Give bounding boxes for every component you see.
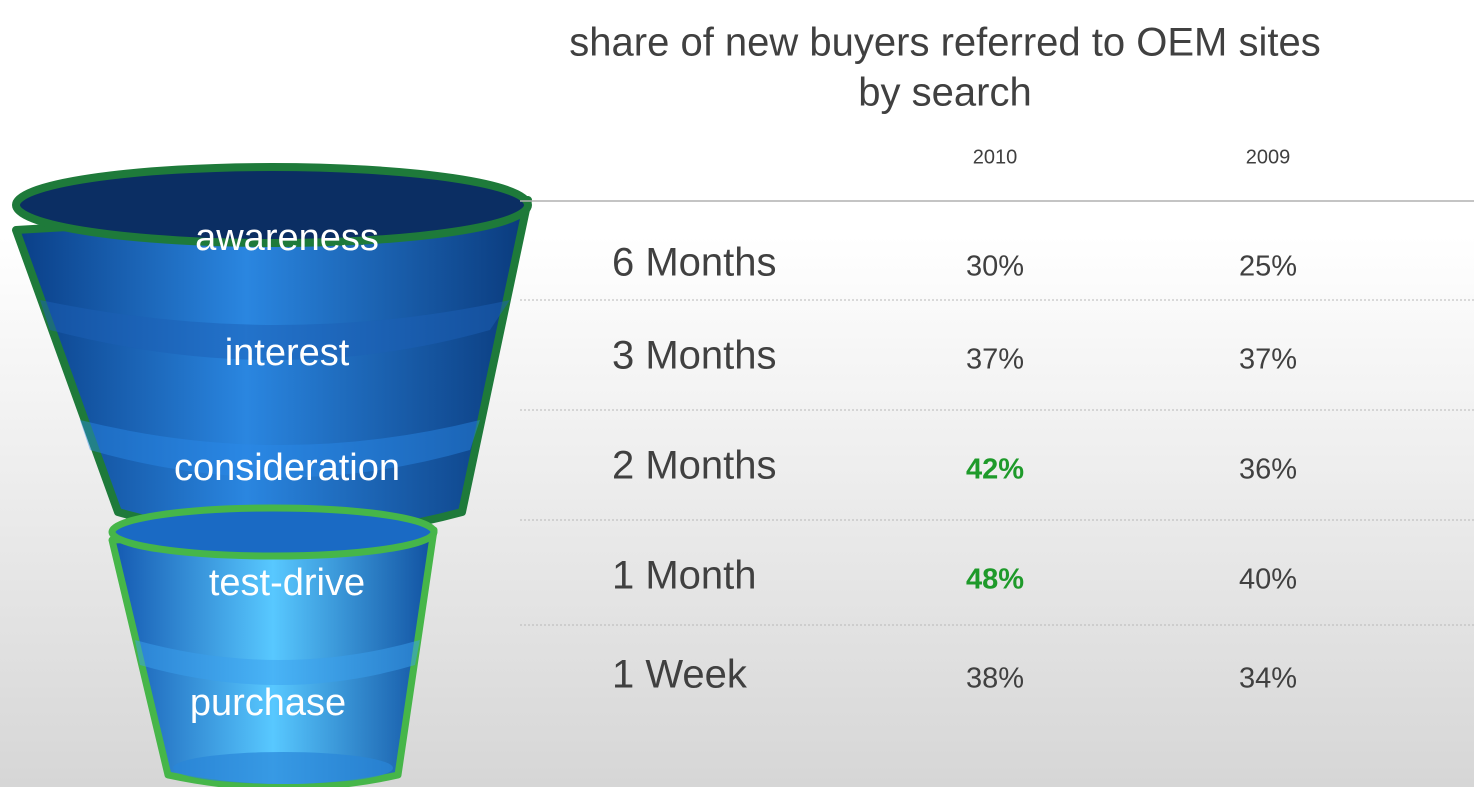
cell-value: 37% — [966, 344, 1024, 376]
column-header: 2010 — [973, 146, 1018, 168]
cell-value: 40% — [1239, 564, 1297, 596]
row-period: 3 Months — [612, 334, 777, 378]
page: {"title": {"lines": ["share of new buyer… — [0, 0, 1474, 787]
cell-value: 38% — [966, 663, 1024, 695]
funnel-stage-label: awareness — [195, 217, 379, 259]
funnel-stage-label: purchase — [190, 682, 346, 724]
funnel-stage-label: interest — [225, 332, 350, 374]
cell-value: 36% — [1239, 454, 1297, 486]
cell-value: 42% — [966, 454, 1024, 486]
row-period: 1 Week — [612, 653, 748, 697]
cell-value: 48% — [966, 564, 1024, 596]
title: share of new buyers referred to OEM site… — [569, 21, 1320, 65]
cell-value: 34% — [1239, 663, 1297, 695]
funnel-stage-label: consideration — [174, 447, 400, 489]
funnel-bottom — [112, 508, 434, 787]
row-period: 6 Months — [612, 241, 777, 285]
row-period: 2 Months — [612, 444, 777, 488]
row-period: 1 Month — [612, 554, 757, 598]
funnel-stage-label: test-drive — [209, 562, 365, 604]
title: by search — [858, 71, 1031, 115]
cell-value: 25% — [1239, 251, 1297, 283]
slide: share of new buyers referred to OEM site… — [0, 0, 1474, 787]
cell-value: 30% — [966, 251, 1024, 283]
column-header: 2009 — [1246, 146, 1291, 168]
cell-value: 37% — [1239, 344, 1297, 376]
